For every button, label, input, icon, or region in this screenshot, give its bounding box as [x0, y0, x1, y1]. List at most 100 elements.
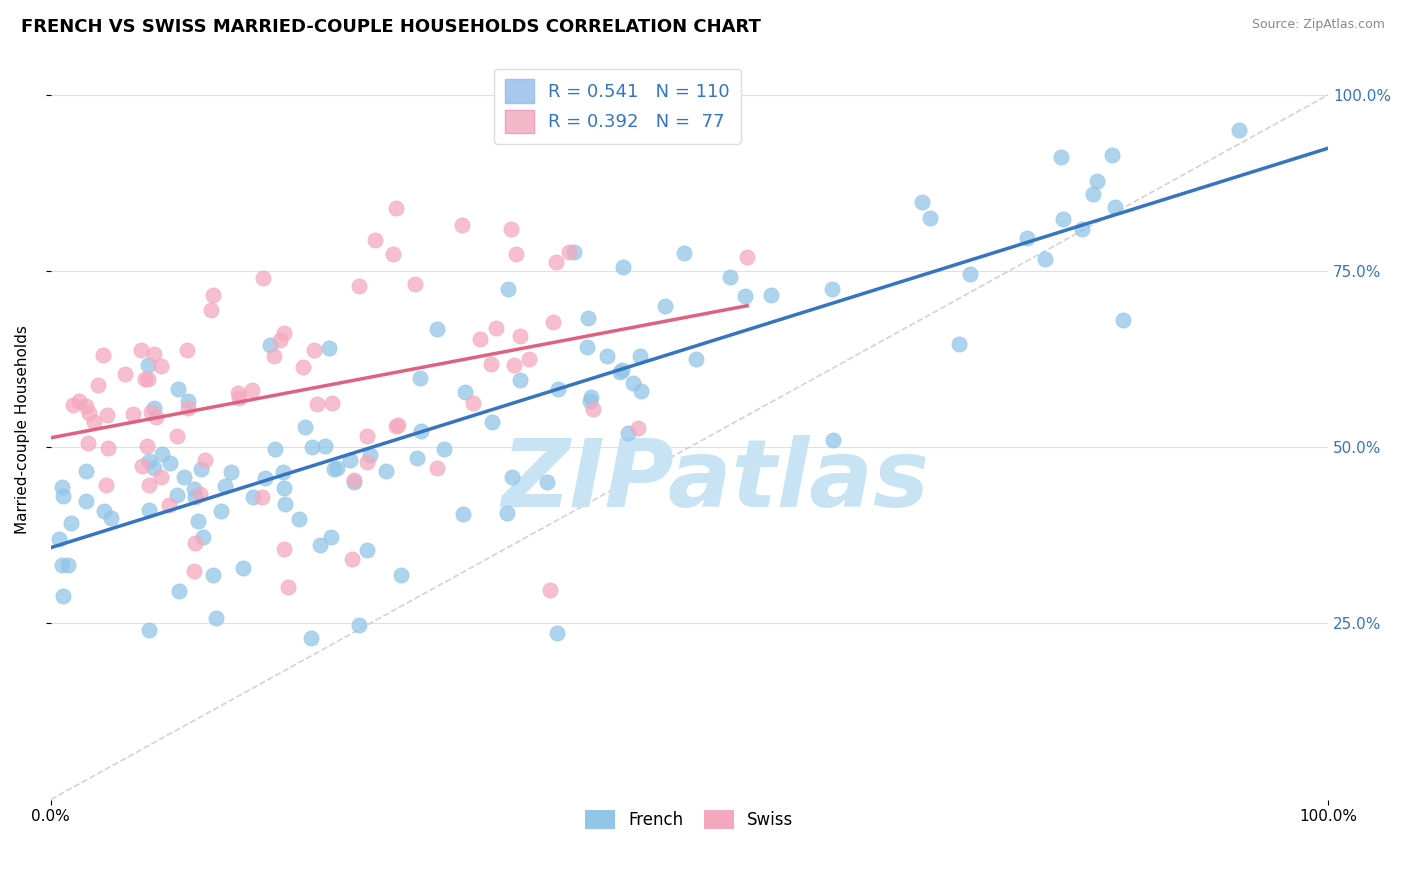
Point	[546, 625, 568, 640]
Point	[159, 456, 181, 470]
Point	[451, 508, 474, 522]
Point	[131, 343, 153, 358]
Point	[166, 488, 188, 502]
Point	[302, 343, 325, 358]
Point	[734, 289, 756, 303]
Point	[339, 453, 361, 467]
Point	[576, 311, 599, 326]
Point	[288, 512, 311, 526]
Point	[382, 246, 405, 260]
Point	[228, 391, 250, 405]
Point	[609, 365, 631, 379]
Point	[502, 358, 524, 372]
Point	[385, 201, 408, 215]
Point	[52, 489, 75, 503]
Point	[1017, 231, 1039, 245]
Point	[501, 470, 523, 484]
Point	[177, 393, 200, 408]
Point	[167, 584, 190, 599]
Point	[425, 461, 447, 475]
Point	[673, 246, 696, 260]
Point	[190, 462, 212, 476]
Point	[541, 315, 564, 329]
Point	[184, 490, 207, 504]
Point	[226, 385, 249, 400]
Point	[138, 478, 160, 492]
Point	[1070, 222, 1092, 236]
Point	[150, 448, 173, 462]
Point	[404, 277, 426, 291]
Point	[544, 254, 567, 268]
Point	[176, 343, 198, 358]
Point	[389, 567, 412, 582]
Point	[96, 478, 118, 492]
Point	[627, 420, 650, 434]
Point	[409, 371, 432, 385]
Point	[343, 475, 366, 489]
Point	[157, 499, 180, 513]
Point	[194, 453, 217, 467]
Point	[479, 357, 502, 371]
Point	[219, 466, 242, 480]
Point	[347, 617, 370, 632]
Point	[75, 399, 97, 413]
Point	[342, 551, 364, 566]
Point	[318, 341, 340, 355]
Point	[273, 541, 295, 556]
Point	[138, 623, 160, 637]
Point	[209, 503, 232, 517]
Point	[364, 233, 387, 247]
Point	[347, 278, 370, 293]
Point	[79, 406, 101, 420]
Point	[114, 367, 136, 381]
Point	[359, 448, 381, 462]
Point	[321, 395, 343, 409]
Point	[52, 589, 75, 603]
Point	[242, 490, 264, 504]
Point	[122, 408, 145, 422]
Point	[263, 349, 285, 363]
Point	[294, 420, 316, 434]
Point	[820, 282, 842, 296]
Point	[274, 497, 297, 511]
Text: ZIPatlas: ZIPatlas	[501, 435, 929, 527]
Point	[375, 464, 398, 478]
Point	[1101, 148, 1123, 162]
Point	[301, 440, 323, 454]
Point	[51, 558, 73, 572]
Point	[69, 394, 91, 409]
Point	[271, 465, 294, 479]
Legend: French, Swiss: French, Swiss	[579, 803, 800, 836]
Point	[87, 378, 110, 392]
Point	[314, 439, 336, 453]
Point	[167, 382, 190, 396]
Point	[75, 494, 97, 508]
Point	[433, 442, 456, 456]
Point	[918, 211, 941, 225]
Point	[136, 439, 159, 453]
Point	[138, 371, 160, 385]
Point	[184, 535, 207, 549]
Point	[821, 433, 844, 447]
Point	[463, 396, 485, 410]
Point	[186, 514, 208, 528]
Point	[143, 401, 166, 415]
Point	[547, 382, 569, 396]
Point	[536, 475, 558, 490]
Point	[685, 351, 707, 366]
Point	[136, 358, 159, 372]
Point	[232, 561, 254, 575]
Point	[343, 473, 366, 487]
Point	[654, 299, 676, 313]
Point	[1085, 174, 1108, 188]
Point	[191, 530, 214, 544]
Point	[509, 373, 531, 387]
Point	[173, 469, 195, 483]
Point	[1227, 123, 1250, 137]
Point	[145, 409, 167, 424]
Point	[273, 326, 295, 341]
Point	[240, 384, 263, 398]
Point	[1049, 150, 1071, 164]
Point	[409, 424, 432, 438]
Point	[183, 564, 205, 578]
